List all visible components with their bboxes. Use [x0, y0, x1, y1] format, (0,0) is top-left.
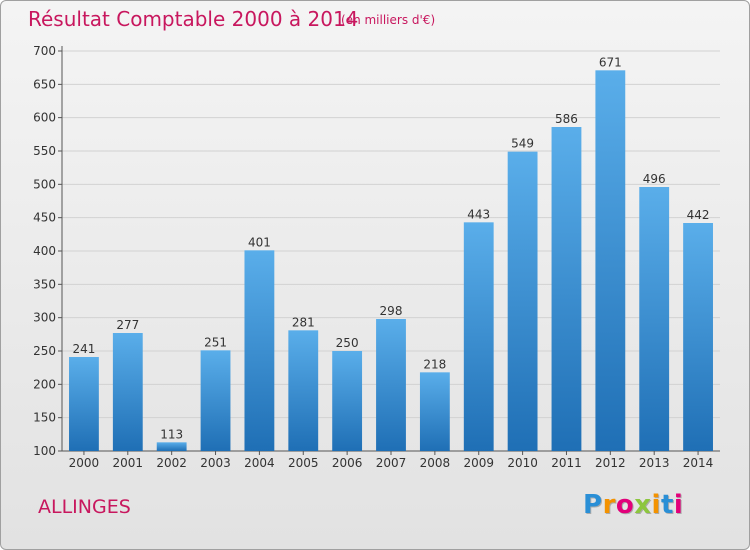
data-label: 241	[72, 342, 95, 356]
bar-2000	[69, 357, 99, 451]
bar-2004	[244, 250, 275, 451]
bar-2007	[376, 319, 406, 451]
x-tick-label: 2011	[551, 456, 582, 470]
logo-letter: P	[583, 490, 603, 520]
y-tick-label: 350	[33, 277, 56, 291]
data-label: 549	[511, 137, 534, 151]
bar-2003	[200, 350, 231, 451]
y-tick-label: 150	[33, 411, 56, 425]
data-label: 586	[555, 112, 578, 126]
data-label: 496	[643, 172, 666, 186]
axes: 100 150 200 250 300 350 400 450 500 550 600 650 700 2…	[33, 44, 720, 470]
x-tick-label: 2001	[113, 456, 144, 470]
data-label: 671	[599, 55, 622, 69]
data-label: 113	[160, 427, 183, 441]
y-tick-label: 600	[33, 111, 56, 125]
x-tick-label: 2013	[639, 456, 670, 470]
y-tick-label: 700	[33, 44, 56, 58]
y-tick-label: 300	[33, 311, 56, 325]
bar-2013	[639, 187, 670, 451]
data-label: 443	[467, 207, 490, 221]
data-labels: 241 277 113 251 401 281 250 298 218 443 549 586 671 4…	[72, 55, 709, 441]
proxiti-logo: Proxiti	[583, 490, 683, 520]
bar-2008	[419, 372, 450, 451]
y-tick-label: 450	[33, 211, 56, 225]
x-tick-label: 2008	[420, 456, 451, 470]
x-tick-label: 2004	[244, 456, 275, 470]
data-label: 298	[380, 304, 403, 318]
bar-2011	[551, 127, 582, 451]
data-label: 251	[204, 335, 227, 349]
x-tick-label: 2002	[156, 456, 187, 470]
chart-subtitle: (en milliers d'€)	[341, 13, 436, 27]
y-tick-label: 500	[33, 177, 56, 191]
bar-2005	[288, 330, 319, 451]
x-tick-label: 2003	[200, 456, 231, 470]
x-tick-label: 2014	[683, 456, 714, 470]
x-tick-label: 2009	[463, 456, 494, 470]
chart-title: Résultat Comptable 2000 à 2014	[28, 7, 359, 31]
logo-letter: x	[634, 490, 652, 520]
y-tick-label: 200	[33, 377, 56, 391]
bars	[69, 70, 713, 451]
x-tick-label: 2005	[288, 456, 319, 470]
bar-2014	[683, 223, 713, 451]
x-tick-label: 2007	[376, 456, 407, 470]
x-tick-label: 2000	[69, 456, 100, 470]
logo-letter: t	[660, 490, 674, 520]
x-tick-label: 2012	[595, 456, 626, 470]
data-label: 218	[423, 357, 446, 371]
data-label: 401	[248, 235, 271, 249]
x-tick-label: 2010	[507, 456, 538, 470]
data-label: 277	[116, 318, 139, 332]
bar-2009	[463, 222, 494, 451]
logo-letter: i	[673, 490, 684, 520]
y-tick-label: 550	[33, 144, 56, 158]
logo-letter: i	[651, 490, 661, 520]
x-tick-label: 2006	[332, 456, 363, 470]
bar-2012	[595, 70, 626, 451]
bar-2002	[156, 442, 187, 451]
data-label: 250	[336, 336, 359, 350]
commune-name: ALLINGES	[38, 496, 131, 518]
y-tick-label: 250	[33, 344, 56, 358]
data-label: 281	[292, 315, 315, 329]
y-tick-label: 100	[33, 444, 56, 458]
logo-letter: o	[615, 490, 635, 520]
bar-2006	[332, 351, 363, 451]
data-label: 442	[687, 208, 710, 222]
bar-2001	[112, 333, 143, 451]
bar-2010	[507, 151, 538, 451]
logo-letter: r	[602, 490, 616, 520]
y-tick-label: 650	[33, 77, 56, 91]
y-tick-label: 400	[33, 244, 56, 258]
